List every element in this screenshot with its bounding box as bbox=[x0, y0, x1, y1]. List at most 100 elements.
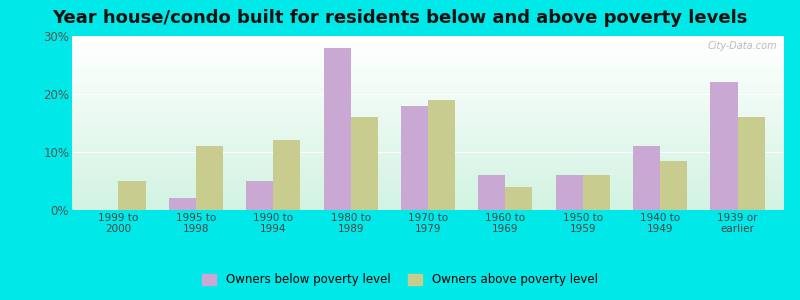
Bar bbox=[72, 151, 784, 153]
Bar bbox=[72, 173, 784, 175]
Bar bbox=[72, 128, 784, 130]
Bar bbox=[274, 140, 300, 210]
Bar bbox=[72, 158, 784, 160]
Bar bbox=[72, 52, 784, 53]
Bar bbox=[72, 130, 784, 132]
Legend: Owners below poverty level, Owners above poverty level: Owners below poverty level, Owners above… bbox=[198, 269, 602, 291]
Bar bbox=[72, 41, 784, 43]
Bar bbox=[660, 161, 687, 210]
Bar bbox=[556, 175, 582, 210]
Bar bbox=[72, 142, 784, 144]
Bar bbox=[72, 118, 784, 119]
Bar bbox=[72, 74, 784, 76]
Bar bbox=[72, 147, 784, 149]
Bar bbox=[506, 187, 533, 210]
Bar bbox=[72, 193, 784, 194]
Bar bbox=[72, 194, 784, 196]
Bar bbox=[72, 86, 784, 88]
Bar bbox=[72, 135, 784, 137]
Bar bbox=[72, 144, 784, 146]
Bar bbox=[72, 55, 784, 57]
Bar bbox=[72, 100, 784, 102]
Bar bbox=[72, 200, 784, 201]
Bar bbox=[72, 177, 784, 179]
Bar bbox=[72, 36, 784, 38]
Bar bbox=[401, 106, 428, 210]
Bar bbox=[72, 161, 784, 163]
Bar bbox=[72, 102, 784, 104]
Bar bbox=[72, 175, 784, 177]
Bar bbox=[72, 203, 784, 205]
Bar bbox=[323, 48, 350, 210]
Bar bbox=[72, 85, 784, 86]
Bar bbox=[72, 66, 784, 67]
Bar bbox=[72, 153, 784, 154]
Bar bbox=[72, 156, 784, 158]
Bar bbox=[633, 146, 660, 210]
Bar bbox=[246, 181, 274, 210]
Bar bbox=[72, 121, 784, 123]
Bar bbox=[169, 198, 196, 210]
Bar bbox=[478, 175, 506, 210]
Bar bbox=[72, 196, 784, 198]
Bar bbox=[72, 83, 784, 85]
Bar bbox=[72, 97, 784, 99]
Bar bbox=[72, 50, 784, 52]
Bar bbox=[72, 137, 784, 139]
Bar bbox=[72, 201, 784, 203]
Bar bbox=[72, 179, 784, 180]
Bar bbox=[72, 125, 784, 127]
Bar bbox=[72, 180, 784, 182]
Bar bbox=[118, 181, 146, 210]
Bar bbox=[72, 40, 784, 41]
Bar bbox=[72, 184, 784, 186]
Bar bbox=[72, 132, 784, 134]
Bar bbox=[72, 189, 784, 191]
Bar bbox=[72, 127, 784, 128]
Bar bbox=[72, 73, 784, 74]
Bar bbox=[72, 107, 784, 109]
Bar bbox=[72, 167, 784, 168]
Bar bbox=[72, 191, 784, 193]
Bar bbox=[72, 172, 784, 173]
Bar bbox=[72, 64, 784, 66]
Bar bbox=[72, 81, 784, 83]
Bar bbox=[72, 205, 784, 206]
Bar bbox=[72, 71, 784, 73]
Bar bbox=[72, 188, 784, 189]
Bar bbox=[72, 88, 784, 90]
Bar bbox=[350, 117, 378, 210]
Bar bbox=[72, 38, 784, 40]
Bar bbox=[72, 109, 784, 111]
Bar bbox=[710, 82, 738, 210]
Bar bbox=[72, 106, 784, 107]
Bar bbox=[72, 114, 784, 116]
Bar bbox=[72, 80, 784, 81]
Bar bbox=[72, 67, 784, 69]
Bar bbox=[72, 206, 784, 208]
Bar bbox=[72, 123, 784, 125]
Bar bbox=[72, 93, 784, 95]
Bar bbox=[72, 99, 784, 100]
Bar bbox=[72, 48, 784, 50]
Bar bbox=[72, 119, 784, 121]
Bar bbox=[72, 163, 784, 165]
Bar bbox=[72, 168, 784, 170]
Bar bbox=[72, 57, 784, 58]
Bar bbox=[72, 116, 784, 118]
Bar bbox=[72, 160, 784, 161]
Bar bbox=[72, 198, 784, 200]
Bar bbox=[72, 58, 784, 60]
Bar bbox=[72, 104, 784, 106]
Bar bbox=[582, 175, 610, 210]
Bar bbox=[72, 139, 784, 140]
Bar bbox=[196, 146, 223, 210]
Bar bbox=[72, 208, 784, 210]
Bar bbox=[738, 117, 765, 210]
Bar bbox=[72, 46, 784, 48]
Bar bbox=[72, 112, 784, 114]
Bar bbox=[428, 100, 455, 210]
Bar bbox=[72, 43, 784, 45]
Bar bbox=[72, 111, 784, 112]
Bar bbox=[72, 170, 784, 172]
